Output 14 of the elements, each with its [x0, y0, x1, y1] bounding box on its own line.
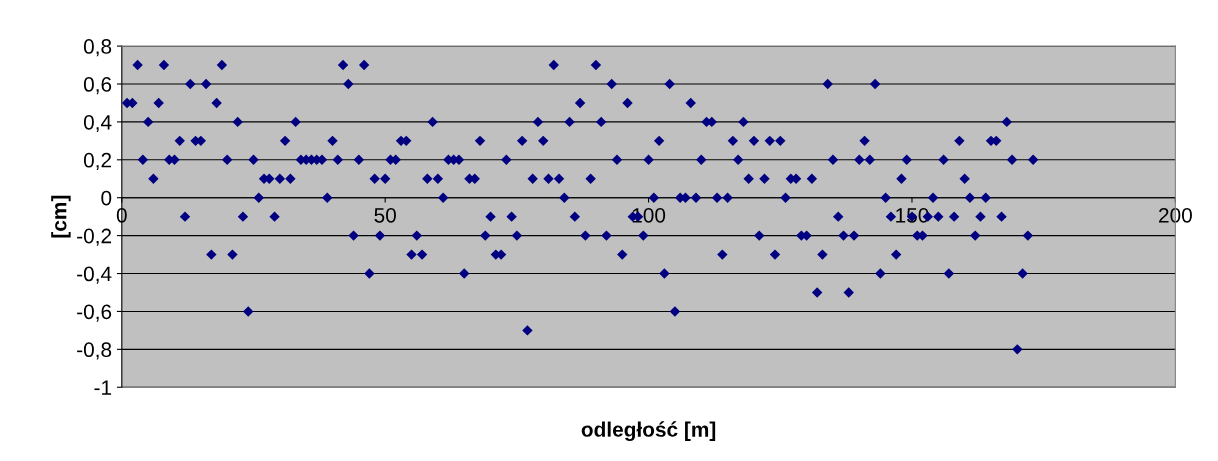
- y-tick-label: 0,8: [83, 39, 112, 57]
- y-tick-label: 0: [101, 190, 112, 206]
- y-axis-title: [cm]: [51, 195, 71, 238]
- x-axis-title: odległość [m]: [581, 421, 716, 442]
- x-tick-label: 50: [374, 207, 396, 223]
- y-tick-label: -1: [94, 380, 112, 395]
- y-tick-label: 0,4: [83, 114, 112, 133]
- y-tick-label: -0,6: [77, 304, 112, 322]
- y-tick-label: -0,8: [77, 342, 112, 360]
- x-tick-label: 200: [1159, 207, 1192, 223]
- y-tick-label: -0,4: [77, 266, 112, 284]
- y-tick-label: -0,2: [77, 228, 112, 246]
- y-tick-label: 0,2: [83, 152, 112, 171]
- y-tick-label: 0,6: [83, 77, 112, 95]
